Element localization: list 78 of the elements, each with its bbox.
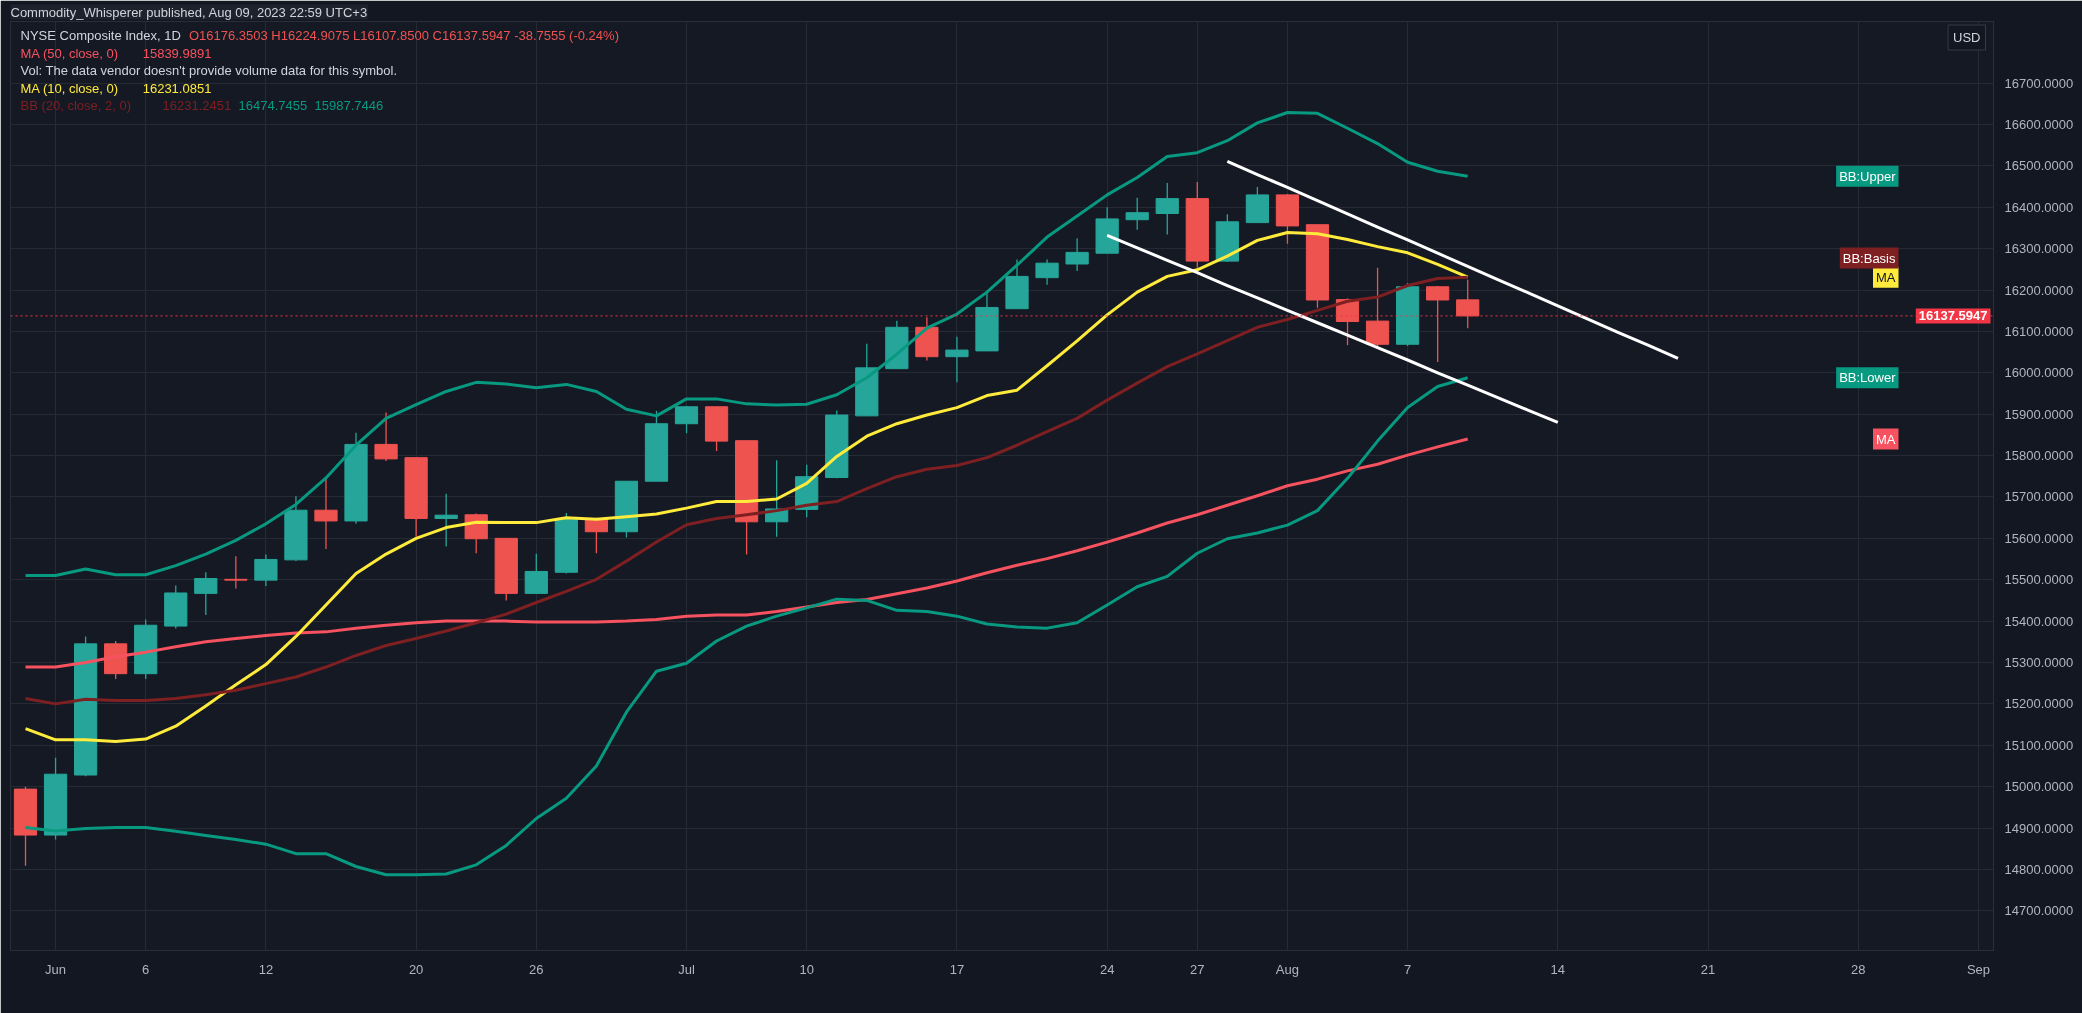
- y-tick-label: 15700.0000: [2004, 489, 2074, 505]
- line-series: [24, 111, 1470, 578]
- x-tick-label: Sep: [1966, 961, 1991, 977]
- line-series: [24, 437, 1470, 669]
- y-tick-label: 16600.0000: [2004, 117, 2074, 133]
- x-tick-label: 20: [408, 961, 424, 977]
- y-tick-label: 15600.0000: [2004, 530, 2074, 546]
- y-tick-label: 16400.0000: [2004, 199, 2074, 215]
- y-tick-label: 16300.0000: [2004, 241, 2074, 257]
- line-series: [24, 275, 1470, 706]
- candlestick: [194, 571, 218, 616]
- text: O16176.3503 H16224.9075 L16107.8500 C16137.5947 -38.7555 (-0.24%): [188, 28, 619, 43]
- y-tick-label: 15900.0000: [2004, 406, 2074, 422]
- annotation: Vol: The data vendor doesn't provide volume data for this symbol.: [20, 63, 398, 78]
- candlestick: [1035, 258, 1059, 286]
- text: Commodity_Whisperer published, Aug 09, 2023 22:59 UTC+3: [10, 4, 368, 20]
- x-tick-label: 21: [1700, 961, 1716, 977]
- y-tick-label: 15500.0000: [2004, 572, 2074, 588]
- x-tick-label: 27: [1190, 961, 1205, 977]
- text: NYSE Composite Index, 1D: [20, 28, 181, 43]
- x-tick-label: 7: [1404, 961, 1412, 977]
- annotation: MA: [1876, 269, 1896, 285]
- candlestick: [224, 555, 248, 590]
- y-tick-label: 14800.0000: [2004, 861, 2074, 877]
- candlestick: [1456, 279, 1480, 329]
- y-tick-label: 15800.0000: [2004, 448, 2074, 464]
- annotation: MA: [1876, 431, 1896, 447]
- annotation: BB:Basis: [1842, 250, 1896, 266]
- x-tick-label: 12: [258, 961, 274, 977]
- line-series: [24, 231, 1470, 744]
- ref-line-label: 16137.5947: [1918, 308, 1988, 324]
- candlestick: [1155, 182, 1179, 236]
- candlestick: [1125, 197, 1149, 231]
- x-tick-label: Jun: [45, 961, 67, 977]
- y-tick-label: 15000.0000: [2004, 779, 2074, 795]
- y-tick-label: 15100.0000: [2004, 737, 2074, 753]
- y-tick-label: 16700.0000: [2004, 75, 2074, 91]
- y-tick-label: 14900.0000: [2004, 820, 2074, 836]
- y-tick-label: 15300.0000: [2004, 654, 2074, 670]
- annotation: 15987.7446: [314, 98, 384, 113]
- y-tick-label: 16200.0000: [2004, 282, 2074, 298]
- candlestick: [674, 405, 699, 434]
- y-tick-label: 15400.0000: [2004, 613, 2074, 629]
- text: MA (10, close, 0): [20, 80, 119, 96]
- annotation: BB:Lower: [1839, 370, 1897, 386]
- y-tick-label: 14700.0000: [2004, 903, 2074, 919]
- candlestick: [1065, 237, 1089, 272]
- x-tick-label: 6: [142, 961, 150, 977]
- annotation: 16231.2451: [162, 98, 232, 113]
- candlestick: [945, 336, 969, 383]
- candlestick: [1426, 285, 1450, 363]
- candlestick: [374, 411, 398, 462]
- text: MA (50, close, 0): [20, 45, 119, 61]
- annotation: 15839.9891: [142, 45, 212, 61]
- y-tick-label: 16000.0000: [2004, 365, 2074, 381]
- annotation: BB:Upper: [1839, 168, 1897, 184]
- candlestick: [254, 553, 278, 587]
- x-tick-label: 17: [949, 961, 965, 977]
- line-series: [1225, 159, 1680, 360]
- annotation: 16474.7455: [238, 98, 308, 113]
- x-tick-label: 24: [1099, 961, 1115, 977]
- x-tick-label: 10: [799, 961, 814, 977]
- annotation: USD: [1953, 30, 1981, 45]
- candlestick: [1365, 267, 1390, 349]
- x-tick-label: 26: [529, 961, 544, 977]
- candlestick: [434, 493, 458, 548]
- x-tick-label: 14: [1550, 961, 1566, 977]
- candlestick: [524, 553, 548, 595]
- annotation: 16231.0851: [142, 80, 212, 96]
- x-tick-label: Jul: [678, 961, 695, 977]
- x-tick-label: 28: [1851, 961, 1866, 977]
- text: BB (20, close, 2, 0): [20, 98, 132, 113]
- line-series: [24, 376, 1470, 877]
- candlestick: [314, 476, 338, 550]
- y-tick-label: 16100.0000: [2004, 323, 2074, 339]
- y-tick-label: 16500.0000: [2004, 158, 2074, 174]
- x-tick-label: Aug: [1275, 961, 1300, 977]
- y-tick-label: 15200.0000: [2004, 696, 2074, 712]
